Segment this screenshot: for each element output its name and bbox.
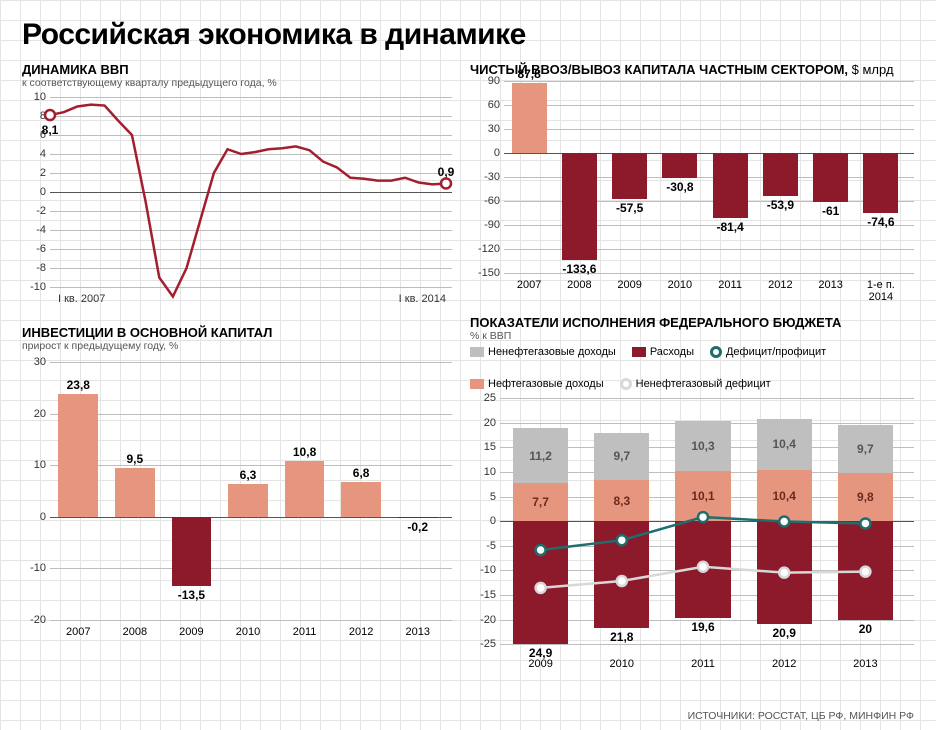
budget-legend: Ненефтегазовые доходы Расходы Дефицит/пр… [470, 346, 914, 390]
invest-bar [58, 394, 98, 517]
budget-subtitle: % к ВВП [470, 330, 914, 342]
gdp-chart: -10-8-6-4-202468108,10,9I кв. 2007I кв. … [22, 93, 452, 311]
invest-bar [285, 461, 325, 517]
capital-bar [863, 153, 898, 213]
invest-chart: -20-10010203023,820079,52008-13,520096,3… [22, 356, 452, 646]
gdp-block: ДИНАМИКА ВВП к соответствующему кварталу… [22, 62, 452, 311]
capital-bar [512, 83, 547, 153]
capital-chart: -150-120-90-60-30030609087,82007-133,620… [470, 79, 914, 305]
invest-subtitle: прирост к предыдущему году, % [22, 340, 452, 352]
budget-block: ПОКАЗАТЕЛИ ИСПОЛНЕНИЯ ФЕДЕРАЛЬНОГО БЮДЖЕ… [470, 315, 914, 672]
capital-bar [763, 153, 798, 196]
invest-bar [398, 517, 438, 518]
invest-bar [228, 484, 268, 517]
budget-chart: -25-20-15-10-5051015202511,27,724,920099… [470, 394, 914, 672]
capital-bar [713, 153, 748, 218]
invest-block: ИНВЕСТИЦИИ В ОСНОВНОЙ КАПИТАЛ прирост к … [22, 325, 452, 646]
budget-title: ПОКАЗАТЕЛИ ИСПОЛНЕНИЯ ФЕДЕРАЛЬНОГО БЮДЖЕ… [470, 315, 914, 330]
source-line: ИСТОЧНИКИ: РОССТАТ, ЦБ РФ, МИНФИН РФ [688, 710, 914, 722]
invest-bar [172, 517, 212, 587]
capital-bar [813, 153, 848, 202]
gdp-title: ДИНАМИКА ВВП [22, 62, 452, 77]
gdp-subtitle: к соответствующему кварталу предыдущего … [22, 77, 452, 89]
invest-bar [115, 468, 155, 517]
capital-bar [612, 153, 647, 199]
capital-bar [562, 153, 597, 260]
invest-bar [341, 482, 381, 517]
capital-block: ЧИСТЫЙ ВВОЗ/ВЫВОЗ КАПИТАЛА ЧАСТНЫМ СЕКТО… [470, 62, 914, 305]
page-title: Российская экономика в динамике [22, 18, 914, 52]
capital-bar [662, 153, 697, 178]
invest-title: ИНВЕСТИЦИИ В ОСНОВНОЙ КАПИТАЛ [22, 325, 452, 340]
